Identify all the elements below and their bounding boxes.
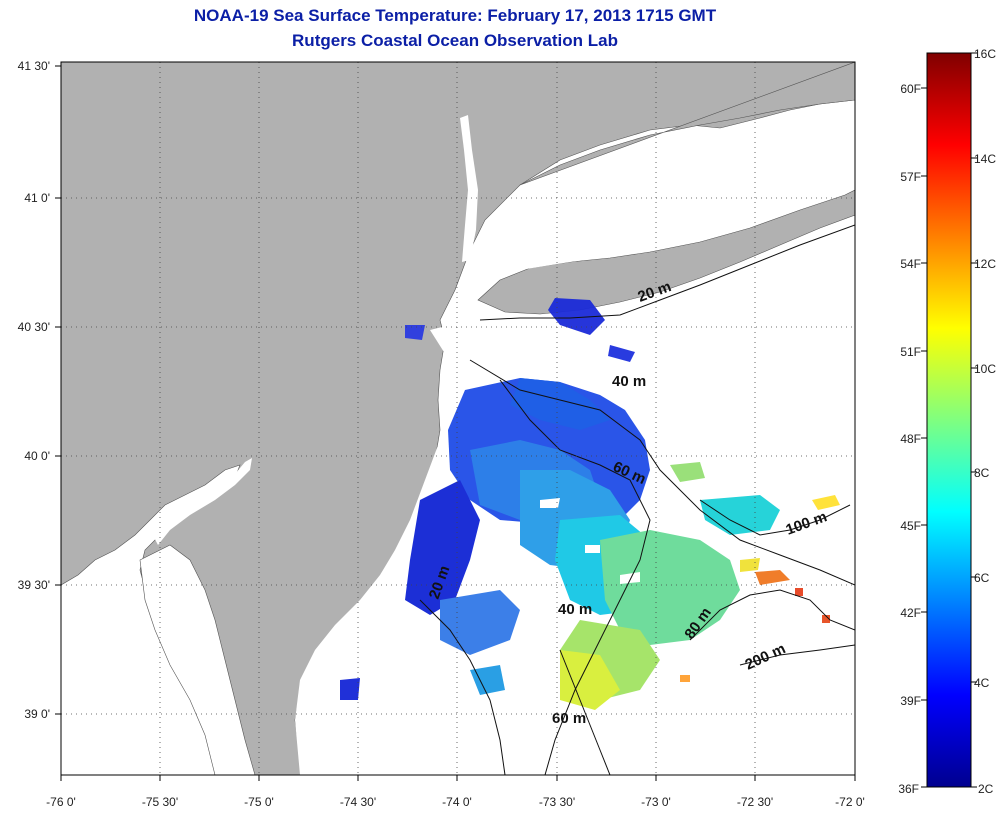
contour-label-60m-south: 60 m — [552, 710, 586, 727]
y-tick-label: 41 0' — [24, 191, 50, 205]
y-tick-label: 40 0' — [24, 449, 50, 463]
contour-label-40m-south: 40 m — [558, 601, 592, 618]
contour-label-40m: 40 m — [612, 373, 646, 390]
y-tick-label: 39 0' — [24, 707, 50, 721]
sst-pixels — [340, 298, 840, 710]
colorbar-fahrenheit-label: 54F — [900, 257, 921, 271]
isobath-lines — [419, 224, 855, 775]
x-tick-label: -73 30' — [539, 795, 575, 809]
colorbar-celsius-label: 10C — [974, 362, 996, 376]
colorbar-gradient — [926, 52, 972, 788]
tick-marks — [55, 65, 856, 781]
x-tick-label: -75 30' — [142, 795, 178, 809]
colorbar-fahrenheit-label: 45F — [900, 519, 921, 533]
x-tick-label: -73 0' — [641, 795, 671, 809]
y-tick-label: 40 30' — [18, 320, 50, 334]
land-long-island — [477, 189, 855, 315]
colorbar-fahrenheit-label: 42F — [900, 606, 921, 620]
colorbar-fahrenheit-label: 51F — [900, 345, 921, 359]
map-subtitle: Rutgers Coastal Ocean Observation Lab — [292, 31, 618, 50]
colorbar-celsius-label: 14C — [974, 152, 996, 166]
temperature-colorbar: 16C 14C 12C 10C 8C 6C 4C 2C 60F 57F 54F … — [898, 47, 996, 796]
colorbar-celsius-label: 8C — [974, 466, 990, 480]
delaware-bay — [139, 544, 256, 775]
y-tick-label: 39 30' — [18, 578, 50, 592]
delaware-river — [150, 458, 252, 545]
x-tick-label: -76 0' — [46, 795, 76, 809]
colorbar-fahrenheit-label: 36F — [898, 782, 919, 796]
map-title: NOAA-19 Sea Surface Temperature: Februar… — [193, 6, 717, 25]
y-tick-label: 41 30' — [18, 59, 50, 73]
colorbar-fahrenheit-label: 60F — [900, 82, 921, 96]
nodata-coast — [480, 128, 855, 282]
colorbar-celsius-label: 4C — [974, 676, 990, 690]
x-tick-label: -72 30' — [737, 795, 773, 809]
colorbar-fahrenheit-label: 39F — [900, 694, 921, 708]
x-tick-label: -75 0' — [244, 795, 274, 809]
land-connecticut — [519, 62, 855, 186]
plot-frame — [60, 61, 856, 776]
x-tick-label: -74 0' — [442, 795, 472, 809]
x-tick-label: -72 0' — [835, 795, 865, 809]
colorbar-celsius-label: 12C — [974, 257, 996, 271]
hudson-river — [460, 115, 478, 262]
colorbar-celsius-label: 6C — [974, 571, 990, 585]
colorbar-fahrenheit-label: 48F — [900, 432, 921, 446]
x-tick-label: -74 30' — [340, 795, 376, 809]
nodata-nj-shore — [295, 320, 490, 775]
colorbar-fahrenheit-label: 57F — [900, 170, 921, 184]
colorbar-celsius-label: 16C — [974, 47, 996, 61]
colorbar-celsius-label: 2C — [978, 782, 994, 796]
